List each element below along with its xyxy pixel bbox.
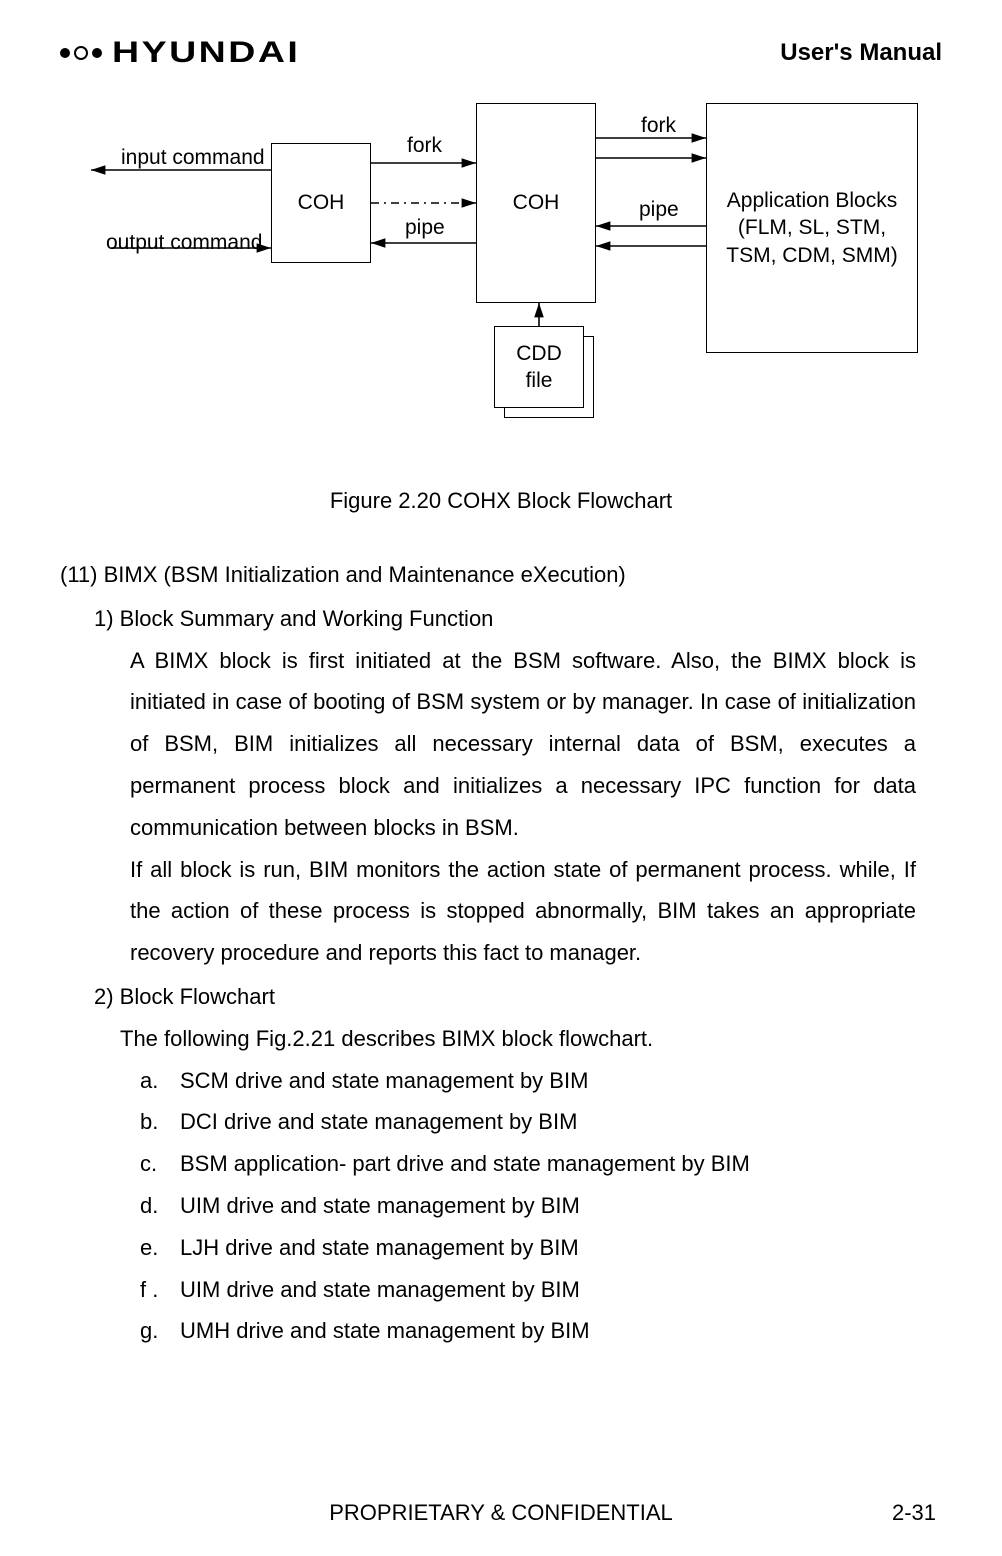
body-content: (11) BIMX (BSM Initialization and Mainte… — [60, 554, 942, 1352]
paragraph-2: If all block is run, BIM monitors the ac… — [60, 849, 942, 974]
section-title: (11) BIMX (BSM Initialization and Mainte… — [60, 554, 942, 596]
page: HYUNDAI User's Manual COH COH Application … — [0, 0, 1002, 1556]
page-number: 2-31 — [892, 1500, 936, 1526]
page-header: HYUNDAI User's Manual — [60, 36, 942, 70]
list-text: SCM drive and state management by BIM — [180, 1060, 588, 1102]
ordered-list: a.SCM drive and state management by BIMb… — [60, 1060, 942, 1353]
diagram-label-input_cmd: input command — [121, 146, 265, 170]
list-item: c.BSM application- part drive and state … — [140, 1143, 942, 1185]
list-item: d.UIM drive and state management by BIM — [140, 1185, 942, 1227]
figure-caption: Figure 2.20 COHX Block Flowchart — [60, 488, 942, 514]
diagram-label-fork1: fork — [407, 134, 442, 158]
diagram-label-pipe2: pipe — [639, 198, 679, 222]
logo-dots-icon — [60, 46, 102, 60]
list-item: e.LJH drive and state management by BIM — [140, 1227, 942, 1269]
manual-title: User's Manual — [780, 39, 942, 67]
subsection-1: 1) Block Summary and Working Function — [60, 598, 942, 640]
page-footer: PROPRIETARY & CONFIDENTIAL 2-31 — [60, 1500, 942, 1526]
list-marker: g. — [140, 1310, 180, 1352]
list-text: UIM drive and state management by BIM — [180, 1185, 580, 1227]
list-text: LJH drive and state management by BIM — [180, 1227, 579, 1269]
diagram-label-output_cmd: output command — [106, 231, 262, 255]
list-text: UMH drive and state management by BIM — [180, 1310, 590, 1352]
flowchart-diagram: COH COH Application Blocks (FLM, SL, STM, … — [81, 98, 921, 458]
list-text: UIM drive and state management by BIM — [180, 1269, 580, 1311]
footer-center: PROPRIETARY & CONFIDENTIAL — [329, 1500, 673, 1526]
diagram-node-cdd: CDD file — [494, 326, 584, 408]
brand-name: HYUNDAI — [112, 36, 300, 70]
list-item: f .UIM drive and state management by BIM — [140, 1269, 942, 1311]
subsection-2: 2) Block Flowchart — [60, 976, 942, 1018]
brand-logo: HYUNDAI — [60, 36, 263, 70]
diagram-node-coh_mid: COH — [476, 103, 596, 303]
figure-reference: The following Fig.2.21 describes BIMX bl… — [60, 1018, 942, 1060]
diagram-node-coh_left: COH — [271, 143, 371, 263]
list-text: DCI drive and state management by BIM — [180, 1101, 577, 1143]
diagram-node-app: Application Blocks (FLM, SL, STM, TSM, C… — [706, 103, 918, 353]
list-marker: e. — [140, 1227, 180, 1269]
list-item: a.SCM drive and state management by BIM — [140, 1060, 942, 1102]
list-marker: c. — [140, 1143, 180, 1185]
list-text: BSM application- part drive and state ma… — [180, 1143, 750, 1185]
list-marker: f . — [140, 1269, 180, 1311]
list-marker: d. — [140, 1185, 180, 1227]
list-item: g.UMH drive and state management by BIM — [140, 1310, 942, 1352]
diagram-label-fork2: fork — [641, 114, 676, 138]
list-marker: b. — [140, 1101, 180, 1143]
list-item: b.DCI drive and state management by BIM — [140, 1101, 942, 1143]
paragraph-1: A BIMX block is first initiated at the B… — [60, 640, 942, 849]
list-marker: a. — [140, 1060, 180, 1102]
diagram-label-pipe1: pipe — [405, 216, 445, 240]
